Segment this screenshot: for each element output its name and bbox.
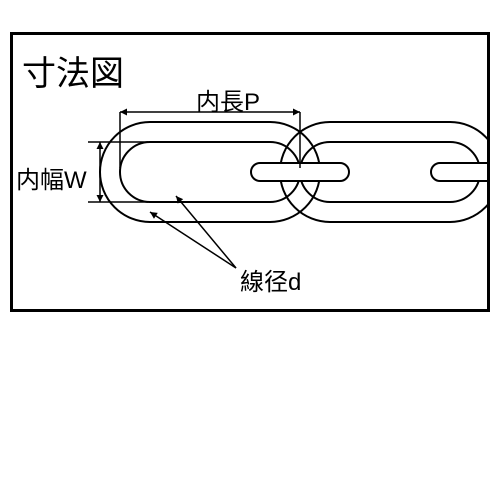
chain-diagram (0, 0, 500, 500)
page: 寸法図 内長P 内幅W 線径d (0, 0, 500, 500)
